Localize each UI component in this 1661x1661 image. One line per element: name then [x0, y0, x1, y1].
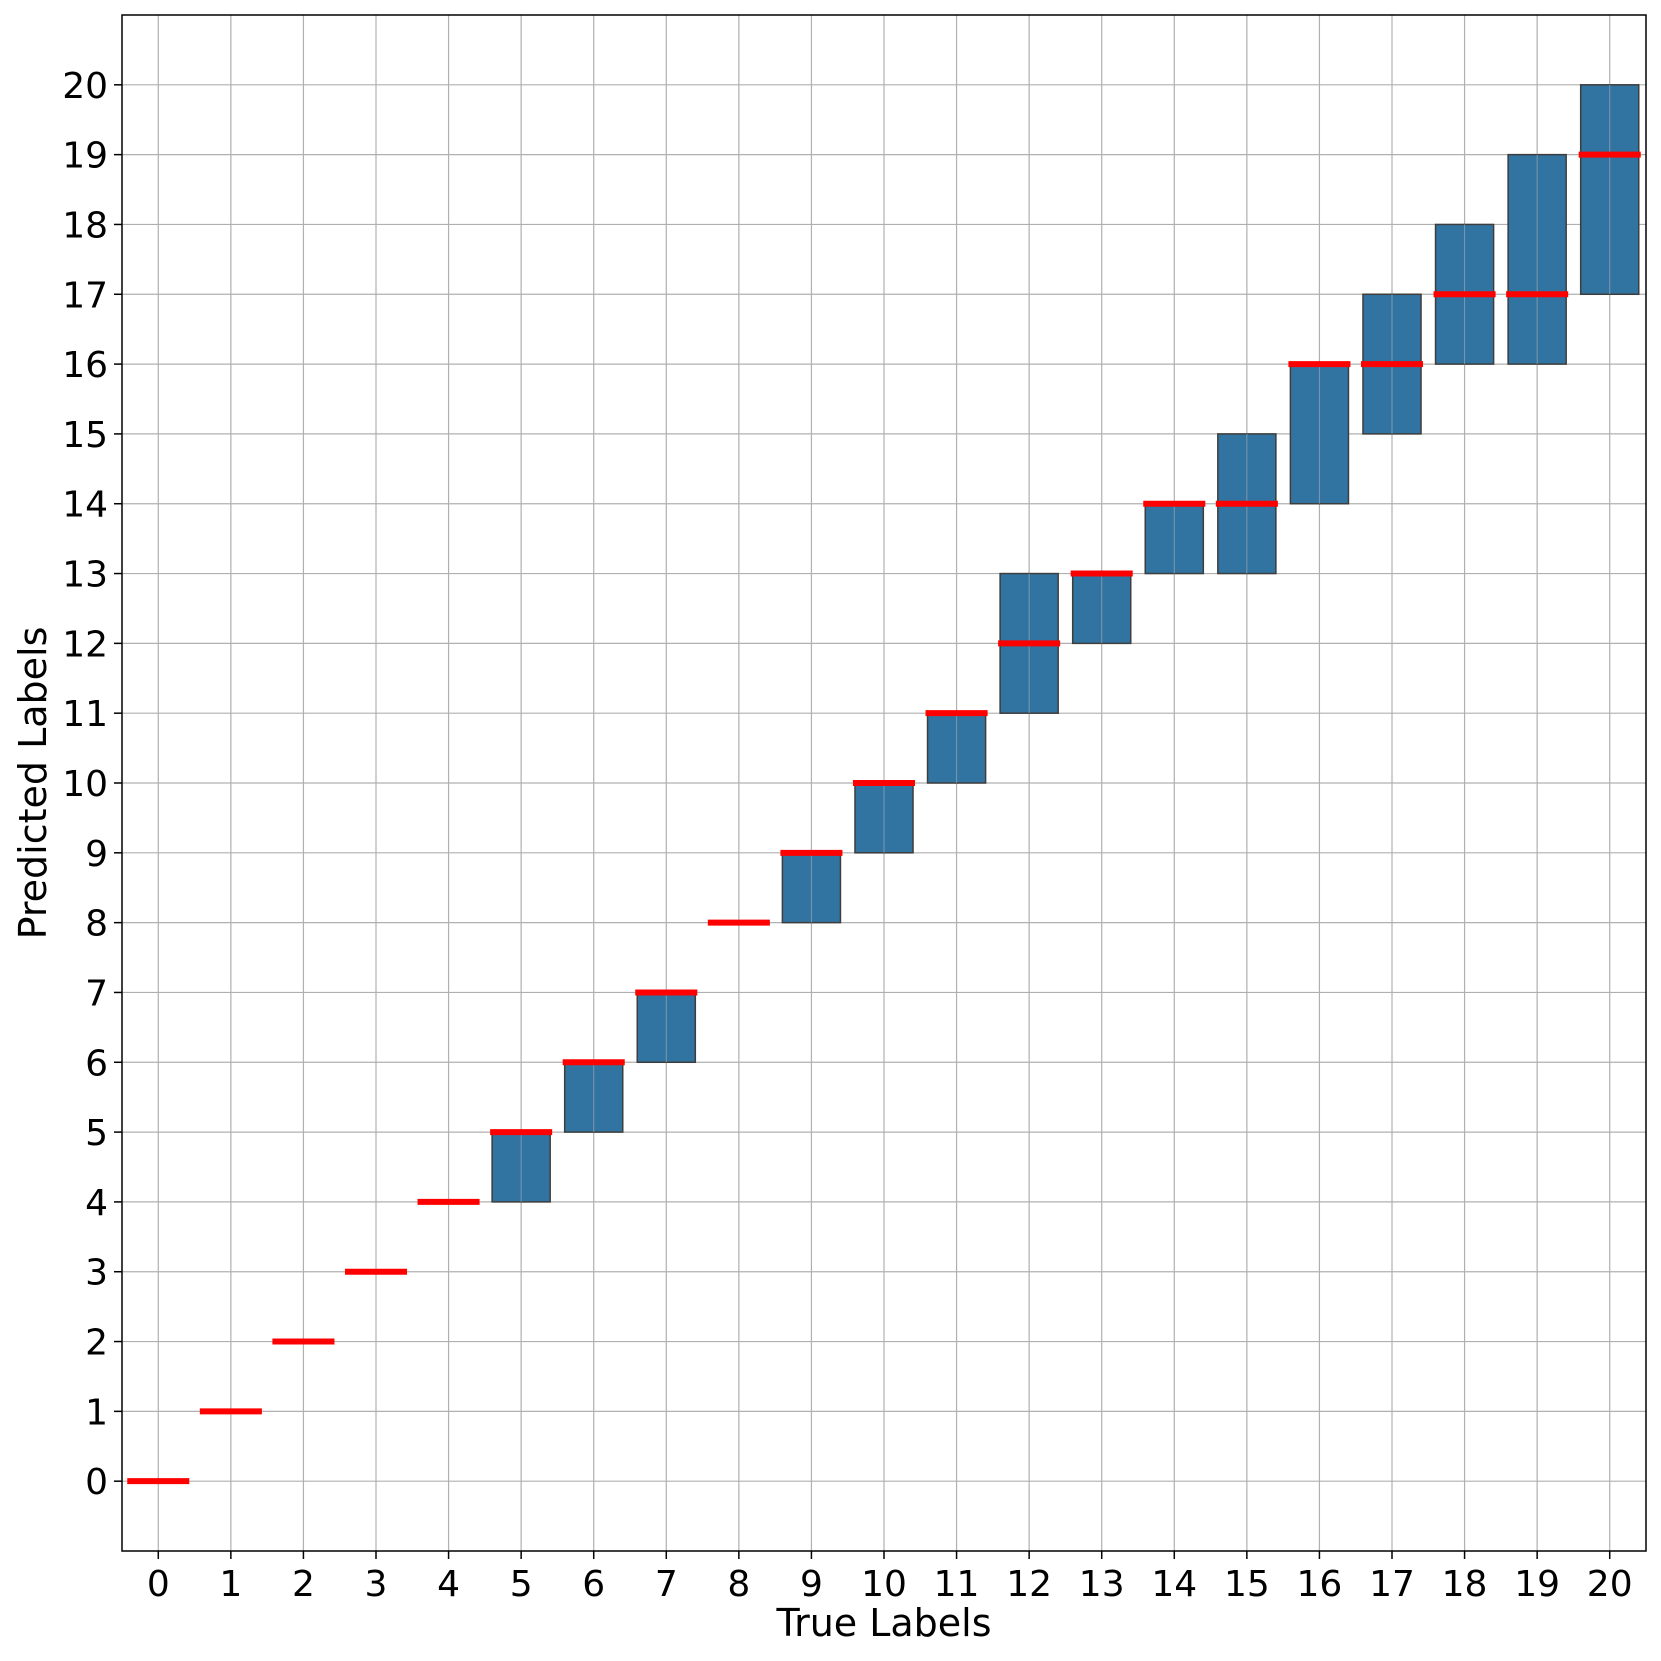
x-tick-label: 1 — [219, 1564, 242, 1605]
y-tick-label: 9 — [85, 834, 108, 875]
y-tick-label: 6 — [85, 1043, 108, 1084]
y-tick-label: 10 — [62, 764, 108, 805]
y-tick-label: 2 — [85, 1323, 108, 1364]
x-tick-label: 13 — [1079, 1564, 1125, 1605]
y-tick-label: 18 — [62, 205, 108, 246]
x-tick-label: 6 — [582, 1564, 605, 1605]
x-tick-label: 8 — [727, 1564, 750, 1605]
median-lines — [127, 151, 1641, 1485]
x-tick-label: 7 — [655, 1564, 678, 1605]
y-tick-label: 7 — [85, 973, 108, 1014]
y-tick-label: 11 — [62, 694, 108, 735]
y-tick-label: 19 — [62, 136, 108, 177]
x-tick-label: 17 — [1369, 1564, 1415, 1605]
y-axis-label: Predicted Labels — [11, 627, 55, 940]
x-tick-label: 4 — [437, 1564, 460, 1605]
y-tick-label: 16 — [62, 345, 108, 386]
y-tick-label: 15 — [62, 415, 108, 456]
x-tick-label: 3 — [365, 1564, 388, 1605]
x-tick-label: 14 — [1151, 1564, 1197, 1605]
y-tick-label: 5 — [85, 1113, 108, 1154]
x-tick-label: 10 — [861, 1564, 907, 1605]
x-tick-label: 5 — [510, 1564, 533, 1605]
x-tick-label: 20 — [1587, 1564, 1633, 1605]
y-tick-label: 13 — [62, 555, 108, 596]
x-axis-label: True Labels — [775, 1601, 991, 1645]
x-tick-label: 12 — [1006, 1564, 1052, 1605]
y-tick-label: 14 — [62, 485, 108, 526]
y-tick-label: 0 — [85, 1462, 108, 1503]
y-tick-label: 12 — [62, 624, 108, 665]
y-tick-label: 17 — [62, 275, 108, 316]
y-tick-label: 20 — [62, 66, 108, 107]
x-tick-label: 2 — [292, 1564, 315, 1605]
x-tick-label: 0 — [147, 1564, 170, 1605]
x-tick-label: 19 — [1514, 1564, 1560, 1605]
x-axis-ticks: 0 1 2 3 4 5 6 7 8 9 10 11 12 13 14 15 16 17 18 19 20 — [147, 1551, 1633, 1605]
y-tick-label: 3 — [85, 1253, 108, 1294]
x-tick-label: 11 — [934, 1564, 980, 1605]
y-tick-label: 1 — [85, 1392, 108, 1433]
y-tick-label: 8 — [85, 904, 108, 945]
x-tick-label: 16 — [1297, 1564, 1343, 1605]
grid-lines — [122, 15, 1646, 1551]
x-tick-label: 18 — [1442, 1564, 1488, 1605]
x-tick-label: 9 — [800, 1564, 823, 1605]
y-tick-label: 4 — [85, 1183, 108, 1224]
x-tick-label: 15 — [1224, 1564, 1270, 1605]
